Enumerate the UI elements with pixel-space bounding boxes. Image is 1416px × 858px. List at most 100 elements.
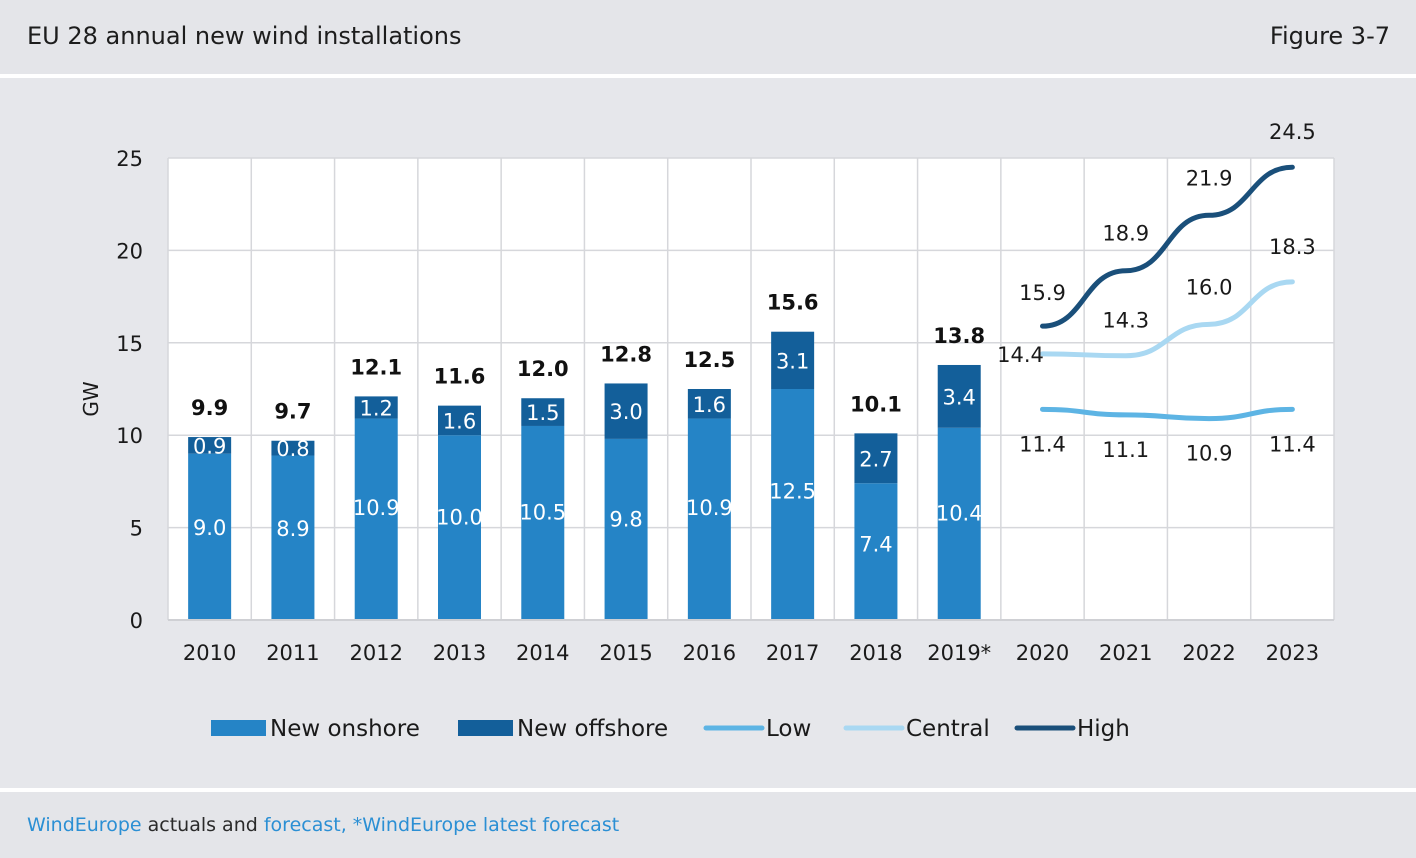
figure-number: Figure 3-7: [1269, 22, 1390, 50]
source-link-windeurope[interactable]: WindEurope: [27, 814, 142, 836]
bar-offshore: [771, 331, 815, 389]
bar-label-onshore: 12.5: [769, 480, 816, 504]
x-tick-label: 2021: [1099, 641, 1152, 665]
chart-svg: 9.0 0.9 9.9 8.9 0.8 9.7 10.9 1.2 12.1 10.0 1.6 11.6…: [79, 120, 1335, 742]
line-label-low: 11.4: [1019, 432, 1066, 456]
bar-label-offshore: 2.7: [859, 447, 892, 471]
bar-label-offshore: 1.2: [360, 396, 393, 420]
bar-label-onshore: 9.8: [609, 508, 642, 532]
divider: [0, 74, 1416, 78]
line-label-central: 18.3: [1269, 235, 1316, 259]
bar-label-onshore: 10.9: [686, 496, 733, 520]
line-high: [1040, 164, 1295, 329]
source-note: WindEurope actuals and forecast, *WindEu…: [27, 814, 619, 836]
divider: [0, 788, 1416, 792]
bar-label-onshore: 10.5: [519, 500, 566, 524]
bar-label-offshore: 3.0: [609, 400, 642, 424]
bar-offshore: [188, 437, 232, 454]
bar-label-offshore: 0.9: [193, 434, 226, 458]
x-tick-label: 2018: [849, 641, 902, 665]
bar-label-onshore: 7.4: [859, 532, 892, 556]
legend-label: New onshore: [270, 716, 420, 742]
bar-label-total: 11.6: [434, 365, 486, 389]
bar-label-onshore: 10.9: [353, 496, 400, 520]
line-label-high: 21.9: [1186, 166, 1233, 190]
bar-onshore: [271, 455, 315, 620]
y-tick-label: 20: [116, 239, 143, 263]
legend-label: New offshore: [517, 716, 668, 742]
legend-label: Central: [906, 716, 990, 742]
bar-label-offshore: 0.8: [276, 437, 309, 461]
bar-label-total: 12.8: [600, 342, 652, 366]
x-tick-label: 2020: [1016, 641, 1069, 665]
bar-label-total: 12.5: [683, 348, 735, 372]
bar-offshore: [354, 396, 398, 419]
bar-offshore: [937, 364, 981, 428]
source-text: actuals and: [141, 814, 264, 836]
x-tick-label: 2014: [516, 641, 569, 665]
line-label-high: 18.9: [1102, 222, 1149, 246]
y-axis-label: GW: [79, 381, 103, 416]
line-label-high: 15.9: [1019, 281, 1066, 305]
bar-onshore: [188, 453, 232, 620]
bar-onshore: [854, 483, 898, 620]
x-tick-label: 2010: [183, 641, 236, 665]
x-tick-label: 2022: [1182, 641, 1235, 665]
bar-onshore: [521, 425, 565, 620]
y-tick-label: 5: [130, 517, 143, 541]
header: EU 28 annual new wind installations Figu…: [0, 0, 1416, 74]
source-link-forecast[interactable]: forecast, *WindEurope latest forecast: [263, 814, 620, 836]
bar-label-total: 10.1: [850, 392, 902, 416]
line-label-low: 11.1: [1102, 438, 1149, 462]
line-label-low: 11.4: [1269, 432, 1316, 456]
bar-onshore: [687, 418, 731, 620]
y-tick-label: 15: [116, 332, 143, 356]
x-tick-label: 2015: [599, 641, 652, 665]
bar-offshore: [271, 440, 315, 456]
footer: WindEurope actuals and forecast, *WindEu…: [0, 792, 1416, 858]
bar-offshore: [604, 383, 648, 439]
bar-label-onshore: 9.0: [193, 516, 226, 540]
x-tick-label: 2012: [349, 641, 402, 665]
x-tick-label: 2019*: [927, 641, 991, 665]
bar-label-total: 15.6: [767, 291, 819, 315]
bar-label-offshore: 1.5: [526, 401, 559, 425]
bar-offshore: [854, 433, 898, 484]
chart-title: EU 28 annual new wind installations: [27, 22, 462, 50]
bar-label-offshore: 3.1: [776, 349, 809, 373]
y-tick-label: 0: [130, 609, 143, 633]
bar-onshore: [771, 389, 815, 620]
x-tick-label: 2017: [766, 641, 819, 665]
legend-label: High: [1077, 716, 1130, 742]
line-label-low: 10.9: [1186, 442, 1233, 466]
bar-label-onshore: 8.9: [276, 517, 309, 541]
y-tick-label: 25: [116, 147, 143, 171]
bar-label-onshore: 10.0: [436, 506, 483, 530]
x-tick-label: 2016: [683, 641, 736, 665]
bar-label-total: 9.7: [274, 400, 311, 424]
line-label-central: 14.4: [997, 343, 1044, 367]
line-label-central: 14.3: [1102, 309, 1149, 333]
bar-label-total: 9.9: [191, 396, 228, 420]
legend-label: Low: [766, 716, 811, 742]
line-central: [1040, 279, 1295, 359]
bar-label-offshore: 1.6: [693, 393, 726, 417]
x-tick-label: 2023: [1266, 641, 1319, 665]
chart-area: 9.0 0.9 9.9 8.9 0.8 9.7 10.9 1.2 12.1 10.0 1.6 11.6…: [0, 78, 1416, 788]
bar-label-offshore: 3.4: [943, 385, 976, 409]
legend-swatch: [211, 720, 266, 736]
bar-label-total: 13.8: [933, 324, 985, 348]
bar-onshore: [937, 427, 981, 620]
legend-swatch: [458, 720, 513, 736]
line-label-high: 24.5: [1269, 120, 1316, 144]
bar-onshore: [354, 418, 398, 620]
bar-label-total: 12.0: [517, 357, 569, 381]
bar-label-onshore: 10.4: [936, 501, 983, 525]
x-tick-label: 2011: [266, 641, 319, 665]
bar-offshore: [687, 389, 731, 419]
y-tick-label: 10: [116, 424, 143, 448]
x-tick-label: 2013: [433, 641, 486, 665]
bar-label-total: 12.1: [350, 355, 402, 379]
bar-onshore: [604, 438, 648, 620]
line-low: [1040, 406, 1295, 422]
